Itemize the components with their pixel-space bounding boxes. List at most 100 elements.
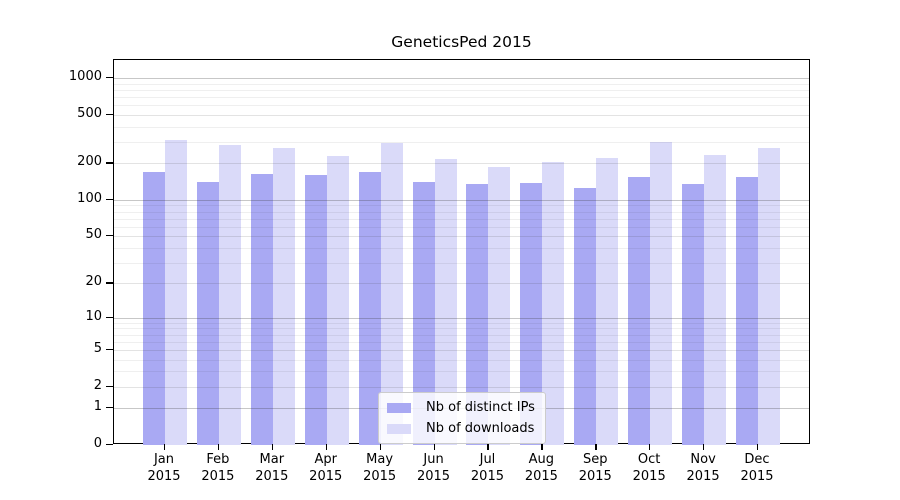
y-tick-mark	[106, 198, 113, 201]
x-tick-year: 2015	[309, 468, 343, 484]
legend: Nb of distinct IPs Nb of downloads	[378, 392, 546, 444]
bar-downloads	[704, 155, 727, 445]
y-tick-label: 20	[85, 274, 102, 290]
y-tick-mark	[106, 235, 113, 237]
bar-downloads	[272, 148, 295, 445]
y-tick-mark	[106, 348, 113, 351]
x-tick-month: Apr	[314, 452, 337, 467]
x-tick-year: 2015	[632, 468, 666, 484]
x-tick-year: 2015	[740, 468, 774, 484]
bar-distinct-ips	[304, 175, 327, 445]
x-tick-label: Jun 2015	[404, 452, 464, 485]
x-tick-mark	[487, 444, 489, 450]
legend-label-distinct-ips: Nb of distinct IPs	[426, 400, 535, 415]
x-tick-mark	[595, 444, 597, 450]
legend-item-distinct-ips: Nb of distinct IPs	[387, 399, 535, 416]
legend-item-downloads: Nb of downloads	[387, 420, 535, 437]
x-tick-month: Sep	[583, 452, 608, 467]
x-tick-month: Feb	[206, 452, 230, 467]
x-tick-label: Feb 2015	[188, 452, 248, 485]
legend-swatch-downloads	[387, 423, 411, 434]
x-tick-mark	[325, 444, 328, 450]
x-tick-label: Sep 2015	[565, 452, 625, 485]
x-tick-label: Dec 2015	[727, 452, 787, 485]
x-tick-mark	[541, 444, 543, 450]
x-tick-month: Jul	[479, 452, 496, 467]
bar-downloads	[218, 144, 241, 445]
bar-distinct-ips	[735, 177, 758, 445]
x-tick-month: Dec	[744, 452, 770, 467]
y-tick-label: 2	[93, 377, 102, 393]
bar-downloads	[165, 139, 187, 445]
gridline	[114, 141, 809, 143]
legend-swatch-distinct-ips	[387, 402, 411, 413]
x-tick-year: 2015	[524, 468, 558, 484]
x-tick-mark	[433, 444, 435, 450]
y-tick-label: 50	[85, 227, 102, 243]
x-tick-label: Oct 2015	[619, 452, 679, 485]
y-tick-label: 1000	[68, 69, 102, 85]
bar-distinct-ips	[628, 177, 651, 445]
bar-downloads	[650, 142, 673, 445]
bar-downloads	[596, 158, 619, 445]
x-tick-label: Aug 2015	[511, 452, 571, 485]
x-tick-mark	[217, 444, 220, 450]
x-tick-mark	[649, 444, 651, 450]
x-tick-month: Jan	[153, 452, 175, 467]
bar-distinct-ips	[358, 171, 381, 445]
x-tick-month: May	[366, 452, 394, 467]
legend-label-downloads: Nb of downloads	[426, 421, 535, 436]
bar-distinct-ips	[250, 174, 273, 445]
x-tick-mark	[756, 444, 759, 450]
y-tick-mark	[106, 162, 113, 164]
y-tick-label: 1	[93, 399, 102, 415]
bar-distinct-ips	[412, 182, 435, 445]
x-tick-month: Oct	[637, 452, 661, 467]
y-tick-label: 0	[93, 436, 102, 451]
y-tick-mark	[106, 316, 113, 318]
chart-title: GeneticsPed 2015	[391, 33, 532, 51]
gridline	[114, 78, 809, 80]
bar-downloads	[326, 155, 349, 445]
y-tick-mark	[106, 385, 113, 387]
x-tick-year: 2015	[578, 468, 612, 484]
x-tick-month: Jun	[423, 452, 444, 467]
y-tick-label: 200	[77, 154, 102, 170]
gridline	[114, 114, 809, 116]
x-tick-month: Mar	[259, 452, 285, 467]
x-tick-mark	[164, 444, 166, 450]
y-tick-label: 5	[93, 340, 102, 356]
bar-downloads	[488, 167, 511, 445]
bar-distinct-ips	[520, 182, 543, 445]
bar-downloads	[757, 148, 780, 445]
y-tick-mark	[106, 444, 113, 446]
x-tick-label: Jul 2015	[457, 452, 517, 485]
bar-downloads	[380, 142, 403, 445]
x-tick-mark	[379, 444, 381, 450]
x-tick-label: Jan 2015	[134, 452, 194, 485]
x-tick-year: 2015	[147, 468, 181, 484]
x-tick-year: 2015	[686, 468, 720, 484]
x-tick-mark	[271, 444, 274, 450]
bar-downloads	[434, 159, 457, 445]
y-tick-label: 500	[77, 105, 102, 121]
y-tick-mark	[106, 407, 113, 409]
plot-area	[113, 59, 810, 445]
x-tick-year: 2015	[416, 468, 451, 484]
x-tick-month: Aug	[528, 452, 555, 467]
bar-distinct-ips	[196, 182, 219, 445]
bar-distinct-ips	[574, 187, 597, 445]
gridline	[114, 83, 809, 85]
x-tick-label: Mar 2015	[242, 452, 302, 485]
y-tick-label: 100	[77, 190, 102, 206]
x-tick-year: 2015	[255, 468, 289, 484]
x-tick-label: Apr 2015	[296, 452, 356, 485]
y-tick-mark	[106, 113, 113, 116]
x-tick-label: May 2015	[350, 452, 410, 485]
x-tick-year: 2015	[363, 468, 397, 484]
gridline	[114, 96, 809, 98]
y-tick-mark	[106, 77, 113, 79]
y-tick-mark	[106, 282, 113, 284]
gridline	[114, 105, 809, 107]
x-tick-mark	[703, 444, 705, 450]
